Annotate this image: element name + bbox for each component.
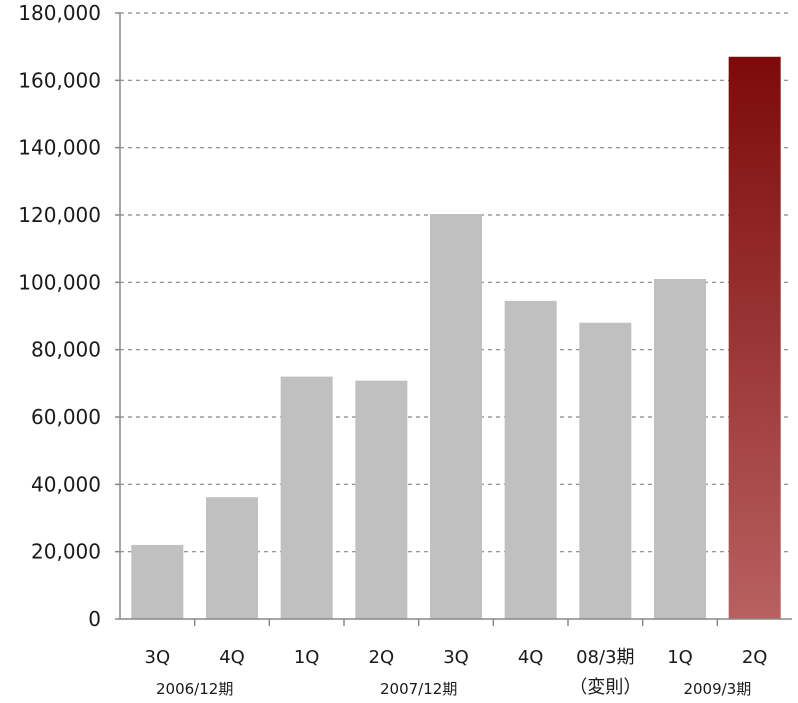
x-tick-label: 08/3期 [576, 647, 634, 668]
y-tick-label: 80,000 [31, 338, 101, 362]
y-tick-label: 100,000 [18, 270, 101, 294]
y-tick-label: 60,000 [31, 405, 101, 429]
bar [206, 497, 258, 619]
group-label: 2009/3期 [683, 680, 751, 698]
bar [355, 380, 408, 619]
y-tick-label: 140,000 [18, 136, 101, 160]
bar [728, 56, 781, 620]
bar [579, 322, 632, 619]
x-tick-label: 3Q [443, 647, 469, 668]
y-tick-label: 40,000 [31, 472, 101, 496]
axes [115, 12, 792, 626]
x-tick-label: 1Q [667, 647, 693, 668]
bars [131, 56, 781, 620]
y-tick-label: 20,000 [31, 540, 101, 564]
x-tick-label: 4Q [518, 647, 544, 668]
x-tick-label: 2Q [369, 647, 395, 668]
y-tick-label: 120,000 [18, 203, 101, 227]
y-tick-label: 0 [88, 607, 101, 631]
labels: 0 20,000 40,000 60,000 80,000 100,000 120,000 1… [18, 1, 767, 698]
bar [430, 213, 482, 620]
group-label: 2007/12期 [380, 680, 457, 698]
x-tick-note: （変則） [569, 677, 641, 698]
x-tick-label: 4Q [219, 647, 245, 668]
y-tick-label: 180,000 [18, 1, 101, 25]
x-tick-label: 1Q [294, 647, 320, 668]
x-tick-label: 3Q [145, 647, 171, 668]
x-tick-label: 2Q [742, 647, 768, 668]
bar [654, 278, 706, 619]
bar [504, 300, 557, 619]
y-tick-label: 160,000 [18, 68, 101, 92]
group-label: 2006/12期 [156, 680, 233, 698]
bar [280, 376, 333, 619]
bar [131, 544, 184, 619]
